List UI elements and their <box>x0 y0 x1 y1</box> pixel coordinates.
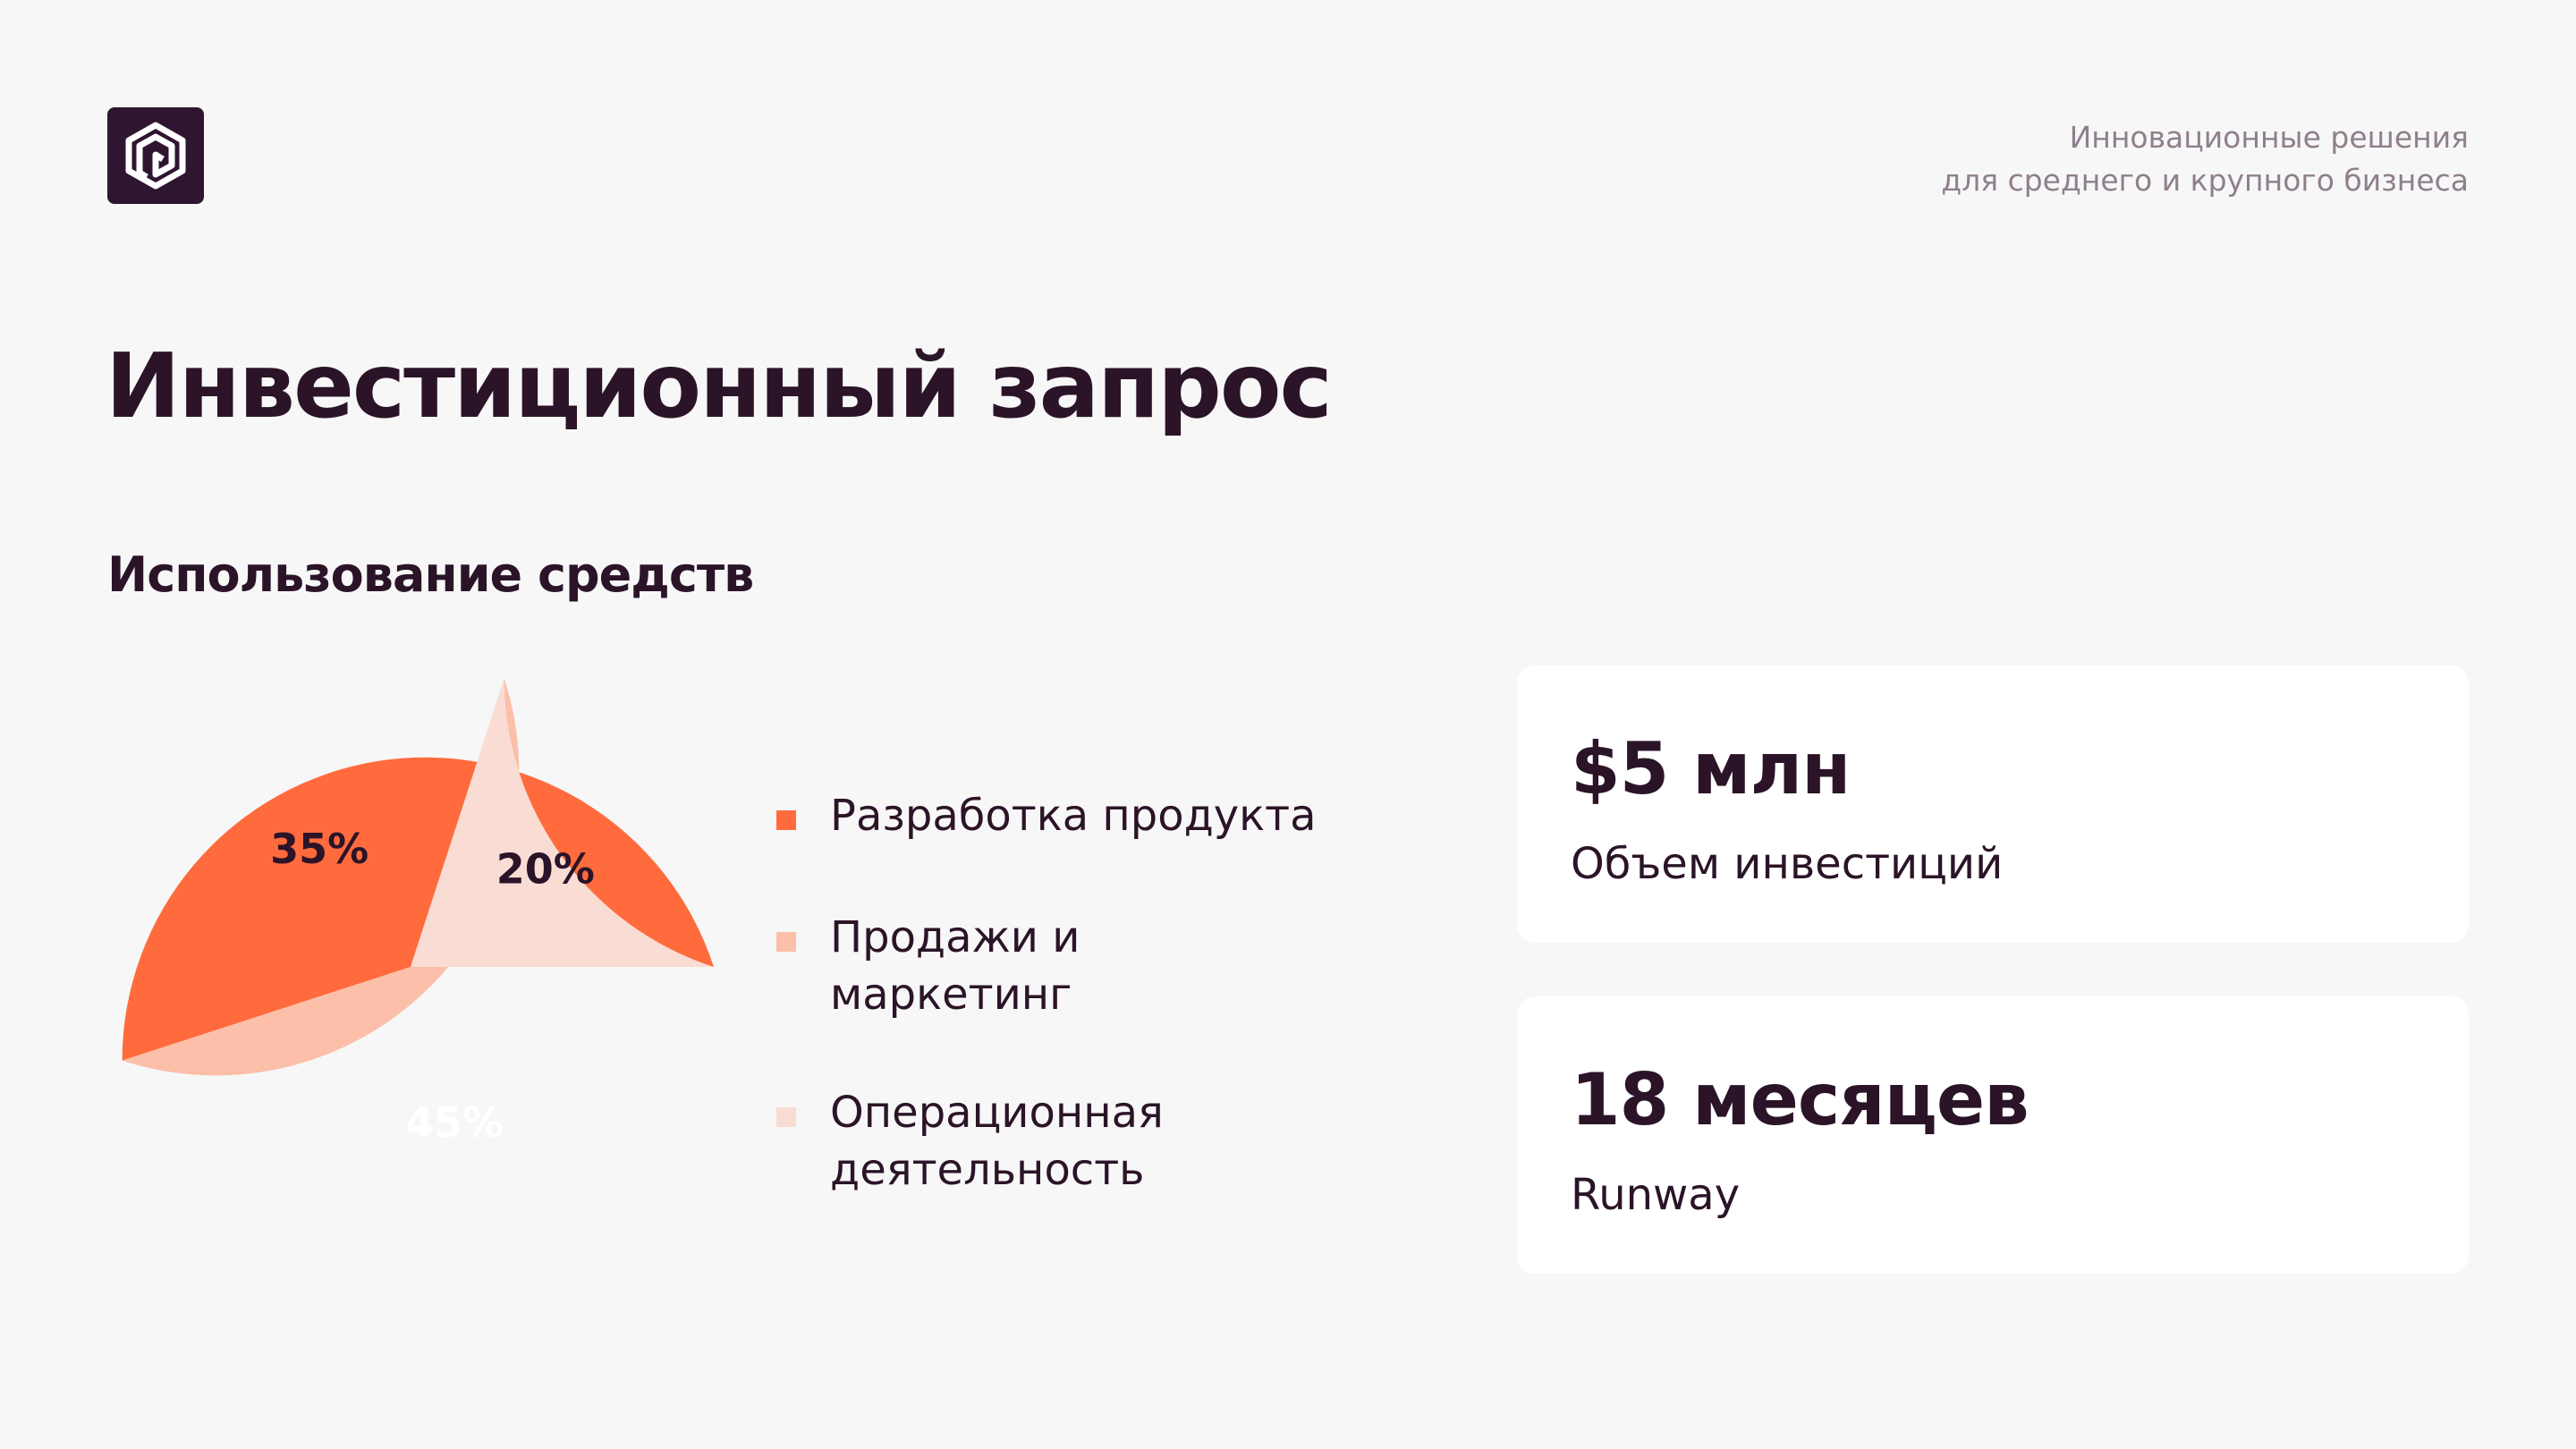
pie-chart: 45% 35% 20% <box>122 678 714 1147</box>
tagline-line-2: для среднего и крупного бизнеса <box>1941 163 2469 198</box>
chart-legend: Разработка продукта Продажи и маркетинг … <box>776 787 1420 1263</box>
logo-icon <box>125 122 186 190</box>
investment-card: $5 млн Объем инвестиций <box>1517 665 2469 943</box>
runway-value: 18 месяцев <box>1571 1058 2029 1141</box>
pie-slice <box>122 678 520 1076</box>
legend-label: Операционная деятельность <box>830 1088 1164 1195</box>
legend-swatch <box>776 1107 796 1127</box>
legend-item: Операционная деятельность <box>776 1084 1420 1199</box>
section-title: Использование средств <box>107 547 754 603</box>
logo <box>107 107 204 204</box>
runway-card: 18 месяцев Runway <box>1517 996 2469 1274</box>
page-title: Инвестиционный запрос <box>106 334 1333 438</box>
runway-caption: Runway <box>1571 1170 1741 1220</box>
legend-swatch <box>776 932 796 952</box>
investment-value: $5 млн <box>1571 727 1851 810</box>
legend-item: Разработка продукта <box>776 787 1420 844</box>
pie-slice <box>411 678 714 967</box>
legend-label: Продажи и маркетинг <box>830 912 1080 1020</box>
tagline: Инновационные решения для среднего и кру… <box>1941 116 2469 202</box>
investment-caption: Объем инвестиций <box>1571 839 2004 889</box>
pie-value-label: 20% <box>496 844 595 893</box>
pie-slice <box>122 757 714 1061</box>
legend-swatch <box>776 810 796 830</box>
tagline-line-1: Инновационные решения <box>2069 120 2469 155</box>
legend-label: Разработка продукта <box>830 791 1317 841</box>
pie-value-label: 35% <box>270 825 369 873</box>
legend-item: Продажи и маркетинг <box>776 909 1420 1023</box>
pie-value-label: 45% <box>405 1098 504 1147</box>
